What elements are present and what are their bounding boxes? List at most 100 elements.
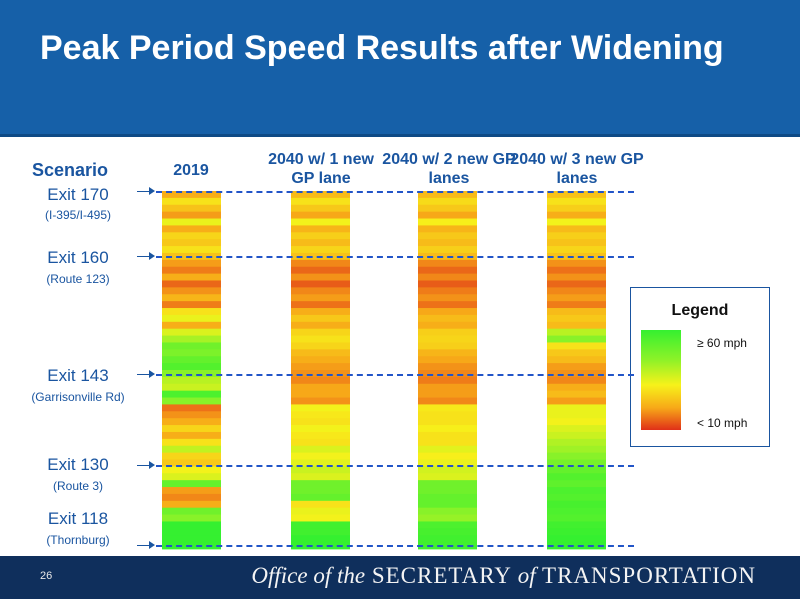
speed-segment: [291, 411, 350, 419]
exit-dashed-line: [156, 465, 634, 467]
speed-segment: [418, 480, 477, 488]
exit-sublabel: (Route 3): [52, 479, 104, 493]
speed-segment: [162, 204, 221, 213]
exit-dashed-line: [156, 191, 634, 193]
speed-segment: [547, 273, 606, 281]
speed-segment: [547, 404, 606, 412]
legend-color-ramp: [641, 330, 681, 430]
speed-segment: [291, 259, 350, 268]
exit-dashed-line: [156, 374, 634, 376]
speed-segment: [418, 225, 477, 233]
speed-segment: [418, 445, 477, 454]
speed-segment: [547, 218, 606, 226]
exit-sublabel: (Route 123): [46, 272, 110, 286]
speed-segment: [418, 487, 477, 495]
speed-segment: [418, 452, 477, 460]
speed-segment: [547, 370, 606, 378]
speed-segment: [418, 370, 477, 378]
column-header-3-lanes: 2040 w/ 3 new GP lanes: [510, 151, 644, 187]
speed-segment: [418, 239, 477, 247]
exit-arrow: [137, 251, 155, 260]
speed-segment: [162, 232, 221, 240]
speed-segment: [418, 287, 477, 295]
speed-segment: [547, 521, 606, 529]
speed-segment: [418, 376, 477, 385]
speed-segment: [162, 452, 221, 460]
speed-segment: [418, 246, 477, 254]
speed-segment: [547, 452, 606, 460]
speed-segment: [547, 321, 606, 330]
speed-segment: [162, 239, 221, 247]
speed-segment: [547, 191, 606, 199]
speed-segment: [291, 211, 350, 219]
exit-dashed-line: [156, 545, 634, 547]
organization-wordmark: Office of the SECRETARY of TRANSPORTATIO…: [251, 563, 756, 589]
speed-segment: [162, 383, 221, 392]
speed-segment: [418, 308, 477, 316]
speed-segment: [418, 466, 477, 474]
speed-segment: [547, 500, 606, 509]
speed-segment: [547, 287, 606, 295]
speed-segment: [418, 514, 477, 522]
speed-segment: [547, 197, 606, 206]
speed-segment: [162, 328, 221, 336]
speed-segment: [547, 266, 606, 275]
speed-segment: [291, 232, 350, 240]
speed-segment: [547, 466, 606, 474]
legend: Legend ≥ 60 mph < 10 mph: [630, 287, 770, 447]
speed-segment: [291, 473, 350, 481]
exit-label: Exit 170: [47, 185, 109, 204]
speed-segment: [418, 404, 477, 412]
speed-segment: [547, 438, 606, 447]
speed-segment: [418, 528, 477, 536]
page-number: 26: [40, 570, 53, 582]
exit-sublabel: (Thornburg): [46, 533, 110, 547]
speed-segment: [547, 308, 606, 316]
speed-segment: [547, 246, 606, 254]
speed-segment: [418, 356, 477, 364]
legend-low-label: < 10 mph: [697, 416, 748, 430]
speed-segment: [291, 218, 350, 226]
speed-segment: [291, 528, 350, 536]
speed-segment: [547, 328, 606, 336]
speed-segment: [291, 225, 350, 233]
speed-segment: [418, 335, 477, 343]
org-end: TRANSPORTATION: [542, 563, 756, 588]
speed-segment: [547, 294, 606, 302]
speed-segment: [291, 363, 350, 371]
speed-segment: [291, 418, 350, 426]
speed-segment: [547, 239, 606, 247]
speed-segment: [162, 445, 221, 454]
speed-segment: [291, 397, 350, 405]
speed-segment: [162, 349, 221, 357]
speed-segment: [162, 335, 221, 343]
speed-segment: [291, 383, 350, 392]
speed-segment: [291, 328, 350, 336]
speed-segment: [162, 521, 221, 529]
speed-segment: [547, 280, 606, 288]
speed-segment: [547, 204, 606, 213]
speed-segment: [418, 342, 477, 350]
speed-segment: [418, 363, 477, 371]
exit-sublabel: (Garrisonville Rd): [31, 390, 125, 404]
speed-segment: [162, 473, 221, 481]
speed-segment: [291, 480, 350, 488]
exit-label: Exit 143: [47, 366, 109, 385]
speed-segment: [162, 266, 221, 275]
speed-segment: [291, 521, 350, 529]
speed-segment: [291, 356, 350, 364]
speed-segment: [418, 438, 477, 447]
speed-segment: [547, 493, 606, 502]
speed-segment: [291, 308, 350, 316]
speed-segment: [291, 445, 350, 454]
speed-segment: [162, 425, 221, 433]
speed-segment: [418, 314, 477, 323]
speed-segment: [291, 425, 350, 433]
speed-segment: [162, 507, 221, 515]
speed-segment: [291, 314, 350, 323]
speed-segment: [162, 356, 221, 364]
speed-segment: [418, 459, 477, 467]
speed-segment: [291, 287, 350, 295]
speed-segment: [162, 431, 221, 440]
speed-segment: [162, 321, 221, 330]
